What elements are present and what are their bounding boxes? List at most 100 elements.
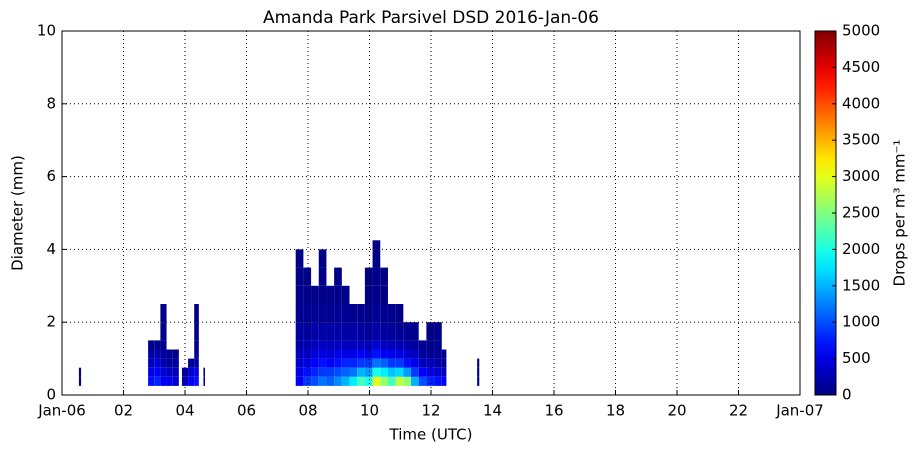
x-tick-label: 10 [360,402,379,420]
heatmap-cell [403,358,412,368]
y-axis-label: Diameter (mm) [9,155,27,271]
heatmap-cell [387,376,396,386]
chart-title: Amanda Park Parsivel DSD 2016-Jan-06 [263,8,599,28]
colorbar-tick-label: 500 [842,349,871,367]
x-tick-label: 14 [483,402,502,420]
heatmap-cell [387,340,396,350]
heatmap-cell [334,358,342,368]
heatmap-cell [395,349,404,359]
heatmap-cell [303,349,312,359]
heatmap-cell [295,267,304,286]
heatmap-cell [194,349,199,359]
x-tick-label: Jan-07 [775,402,824,420]
heatmap-cell [172,367,179,377]
heatmap-cell [434,349,442,359]
x-axis-label: Time (UTC) [389,426,473,444]
heatmap-cell [318,249,327,268]
heatmap-cell [295,322,304,341]
x-tick-label: 02 [114,402,133,420]
heatmap-cell [318,267,327,286]
colorbar-tick-label: 4500 [842,58,880,76]
heatmap-cell [357,376,365,386]
y-tick-label: 2 [46,313,56,331]
y-tick-label: 4 [46,240,56,258]
heatmap-cell [357,349,365,359]
heatmap-cell [380,285,388,304]
x-tick-label: 18 [606,402,625,420]
heatmap-cell [154,367,161,377]
heatmap-cell [372,240,381,250]
heatmap-cell [349,358,358,368]
y-tick-label: 0 [46,386,56,404]
heatmap-cell [418,349,427,359]
heatmap-cell [434,358,442,368]
heatmap-cell [311,285,319,304]
heatmap-cell [341,304,350,323]
heatmap-cell [364,376,373,386]
heatmap-cell [148,340,155,350]
heatmap-cell [303,267,312,286]
heatmap-cell [387,349,396,359]
heatmap-cell [349,367,358,377]
heatmap-cell [334,285,342,304]
heatmap-cell [426,358,435,368]
heatmap-cell [166,376,173,386]
heatmap-cell [364,358,373,368]
colorbar-tick-label: 1000 [842,313,880,331]
heatmap-cell [318,358,327,368]
heatmap-cell [380,267,388,286]
heatmap-cell [318,376,327,386]
heatmap-cell [380,322,388,341]
heatmap-cell [318,304,327,323]
colorbar-tick-label: 1500 [842,276,880,294]
heatmap-cell [372,367,381,377]
heatmap-cell [349,340,358,350]
heatmap-cell [160,349,167,359]
heatmap-cell [295,304,304,323]
heatmap-cell [426,349,435,359]
heatmap-cell [441,349,447,359]
heatmap-cell [326,285,335,304]
heatmap-cell [387,367,396,377]
heatmap-cell [166,349,173,359]
heatmap-cell [188,376,195,386]
heatmap-cell [311,376,319,386]
heatmap-cell [326,340,335,350]
heatmap-cell [318,340,327,350]
heatmap-cell [357,304,365,323]
heatmap-cell [411,358,419,368]
heatmap-cell [194,376,199,386]
heatmap-cell [426,340,435,350]
heatmap-cell [154,358,161,368]
heatmap-cell [380,304,388,323]
heatmap-cell [172,376,179,386]
heatmap-cell [334,267,342,286]
heatmap-cell [364,267,373,286]
heatmap-cell [318,322,327,341]
heatmap-cell [403,367,412,377]
heatmap-cell [341,376,350,386]
heatmap-cell [395,340,404,350]
heatmap-cell [357,367,365,377]
heatmap-cell [434,322,442,341]
heatmap-cell [349,376,358,386]
heatmap-cell [166,367,173,377]
heatmap-cell [334,367,342,377]
heatmap-cell [434,376,442,386]
heatmap-cell [372,358,381,368]
heatmap-cell [154,349,161,359]
heatmap-cell [364,322,373,341]
heatmap-cell [334,322,342,341]
axes: Jan-06 02 04 06 08 10 12 14 16 18 20 22 Jan-07024681… [37,22,880,420]
x-tick-label: 20 [667,402,686,420]
heatmap-cell [403,340,412,350]
heatmap-cell [395,358,404,368]
plot-frame [61,30,801,396]
heatmap-cell [372,349,381,359]
heatmap-cell [477,358,480,368]
heatmap-cell [334,340,342,350]
colorbar-tick-label: 4000 [842,94,880,112]
heatmap-cell [295,285,304,304]
heatmap-cell [411,340,419,350]
heatmap-cell [364,349,373,359]
